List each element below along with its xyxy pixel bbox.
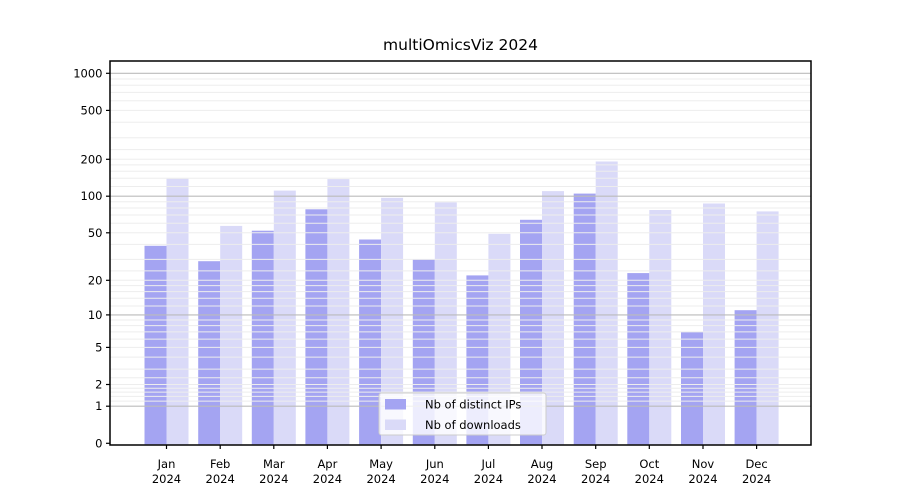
bar-downloads-jan [166, 178, 189, 445]
bar-downloads-apr [327, 179, 350, 445]
grid-layer [110, 72, 811, 407]
y-tick-label: 10 [88, 308, 103, 322]
x-tick-label-year: 2024 [688, 472, 717, 486]
x-tick-label-month: Mar [263, 457, 285, 471]
x-tick-label-month: Dec [745, 457, 767, 471]
x-tick-label-year: 2024 [420, 472, 449, 486]
bar-downloads-oct [649, 210, 672, 445]
x-tick-label-month: Nov [692, 457, 715, 471]
bar-distinct-ips-dec [734, 310, 757, 445]
bar-distinct-ips-jan [144, 245, 167, 445]
x-tick-label-month: Jan [157, 457, 176, 471]
x-tick-label-year: 2024 [259, 472, 288, 486]
y-tick-label: 1000 [73, 66, 102, 80]
x-tick-label-month: Jul [480, 457, 495, 471]
x-tick-label-month: Jun [425, 457, 444, 471]
legend-swatch-distinct-ips [385, 399, 406, 410]
y-tick-label: 100 [81, 189, 103, 203]
x-axis: Jan2024Feb2024Mar2024Apr2024May2024Jun20… [152, 445, 771, 486]
x-tick-label-year: 2024 [581, 472, 610, 486]
x-tick-label-year: 2024 [527, 472, 556, 486]
legend-swatch-downloads [385, 419, 406, 430]
bar-downloads-mar [273, 190, 296, 445]
bar-downloads-sep [595, 161, 618, 445]
y-tick-label: 50 [88, 226, 103, 240]
chart-title: multiOmicsViz 2024 [383, 36, 538, 54]
bar-distinct-ips-feb [198, 261, 221, 445]
x-tick-label-year: 2024 [206, 472, 235, 486]
x-tick-label-month: May [369, 457, 393, 471]
bar-distinct-ips-mar [251, 230, 274, 445]
legend-label-distinct-ips: Nb of distinct IPs [425, 398, 521, 412]
bar-distinct-ips-may [359, 239, 382, 445]
legend-box [378, 392, 547, 436]
y-axis: 0 1 2 5 10 20 50 100 200 500 1000 [73, 66, 110, 450]
x-tick-label-month: Feb [210, 457, 230, 471]
x-tick-label-year: 2024 [742, 472, 771, 486]
x-tick-label-year: 2024 [313, 472, 342, 486]
x-tick-label-year: 2024 [152, 472, 181, 486]
bar-downloads-aug [542, 191, 564, 445]
plot-frame [109, 60, 812, 446]
y-tick-label: 5 [95, 340, 102, 354]
legend: Nb of distinct IPs Nb of downloads [378, 392, 547, 436]
y-tick-label: 0 [95, 436, 102, 450]
bar-distinct-ips-apr [305, 209, 328, 445]
x-tick-label-month: Oct [639, 457, 659, 471]
x-tick-label-month: Sep [585, 457, 607, 471]
x-tick-label-year: 2024 [366, 472, 395, 486]
legend-label-downloads: Nb of downloads [425, 418, 521, 432]
y-tick-label: 200 [81, 152, 103, 166]
bar-downloads-jun [434, 202, 457, 445]
x-tick-label-year: 2024 [474, 472, 503, 486]
x-tick-label-year: 2024 [635, 472, 664, 486]
y-tick-label: 1 [95, 399, 102, 413]
bar-downloads-nov [703, 203, 725, 445]
bar-distinct-ips-sep [573, 193, 596, 445]
y-tick-label: 20 [88, 273, 103, 287]
y-tick-label: 500 [81, 103, 103, 117]
x-tick-label-month: Aug [531, 457, 553, 471]
x-tick-label-month: Apr [317, 457, 337, 471]
bar-downloads-feb [220, 225, 243, 445]
y-tick-label: 2 [95, 378, 102, 392]
bar-downloads-dec [756, 211, 779, 445]
